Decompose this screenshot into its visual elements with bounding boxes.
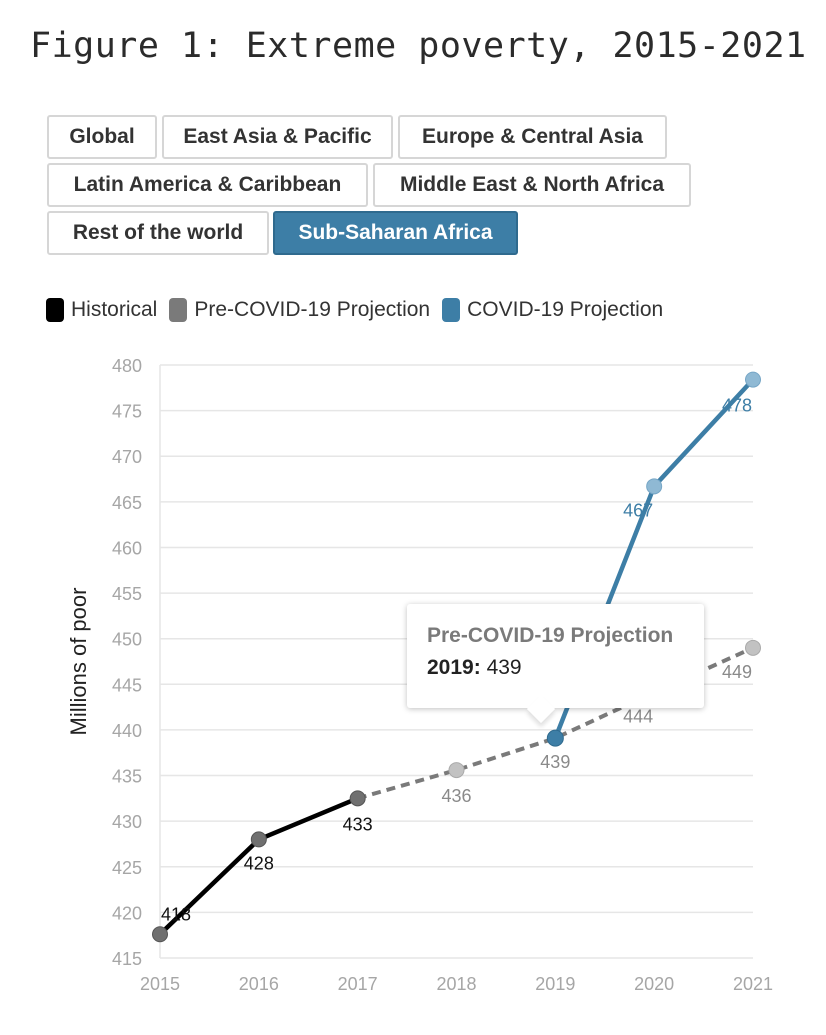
- tab-rest-of-world[interactable]: Rest of the world: [47, 211, 269, 255]
- y-tick-label: 425: [112, 858, 142, 878]
- tooltip-value-row: 2019: 439: [427, 656, 684, 680]
- y-tick-label: 420: [112, 903, 142, 923]
- x-tick-label: 2016: [239, 974, 279, 994]
- tab-europe-central-asia[interactable]: Europe & Central Asia: [398, 115, 667, 159]
- data-label-covid: 478: [722, 396, 752, 416]
- data-point-covid: [745, 371, 761, 388]
- data-label-pre-covid: 444: [623, 707, 653, 727]
- y-tick-label: 430: [112, 812, 142, 832]
- legend-swatch-pre-covid: [169, 298, 188, 322]
- legend-label-pre-covid: Pre-COVID-19 Projection: [194, 298, 431, 321]
- tooltip-year: 2019:: [427, 656, 481, 679]
- y-tick-label: 475: [112, 402, 142, 422]
- x-tick-label: 2015: [140, 974, 180, 994]
- data-label-pre-covid: 439: [540, 752, 570, 772]
- data-label-historical: 418: [161, 904, 191, 924]
- y-tick-label: 470: [112, 447, 142, 467]
- x-tick-label: 2020: [634, 974, 674, 994]
- legend-label-historical: Historical: [71, 298, 158, 321]
- x-tick-label: 2017: [338, 974, 378, 994]
- legend-swatch-covid: [442, 298, 461, 322]
- data-point-historical: [152, 926, 168, 943]
- y-tick-label: 445: [112, 675, 142, 695]
- data-point-pre-covid: [745, 639, 761, 656]
- data-label-pre-covid: 436: [441, 786, 471, 806]
- y-axis-title: Millions of poor: [66, 588, 91, 736]
- y-tick-label: 455: [112, 584, 142, 604]
- data-point-historical: [349, 790, 366, 807]
- chart-tooltip: Pre-COVID-19 Projection 2019: 439: [407, 604, 704, 724]
- data-point-pre-covid: [546, 729, 564, 747]
- chart-legend: Historical Pre-COVID-19 Projection COVID…: [46, 298, 675, 322]
- tab-global[interactable]: Global: [47, 115, 157, 159]
- data-label-pre-covid: 449: [722, 662, 752, 682]
- y-tick-label: 435: [112, 767, 142, 787]
- tab-middle-east-north-africa[interactable]: Middle East & North Africa: [373, 163, 691, 207]
- data-label-historical: 433: [343, 814, 373, 834]
- data-point-pre-covid: [448, 762, 465, 779]
- y-tick-label: 450: [112, 630, 142, 650]
- data-point-covid: [646, 478, 663, 495]
- y-tick-label: 465: [112, 493, 142, 513]
- x-tick-label: 2019: [535, 974, 575, 994]
- tab-east-asia-pacific[interactable]: East Asia & Pacific: [162, 115, 393, 159]
- data-label-covid: 467: [623, 500, 653, 520]
- legend-label-covid: COVID-19 Projection: [467, 298, 664, 321]
- tab-latin-america-caribbean[interactable]: Latin America & Caribbean: [47, 163, 368, 207]
- tab-sub-saharan-africa[interactable]: Sub-Saharan Africa: [273, 211, 518, 255]
- tooltip-title: Pre-COVID-19 Projection: [427, 624, 674, 647]
- legend-item-pre-covid[interactable]: Pre-COVID-19 Projection: [169, 298, 430, 322]
- legend-item-covid[interactable]: COVID-19 Projection: [442, 298, 663, 322]
- data-point-historical: [250, 831, 267, 848]
- y-tick-label: 480: [112, 356, 142, 376]
- y-tick-label: 460: [112, 538, 142, 558]
- line-chart: 415 420 425 430 435 440 445 450 455 460 465 470 475 4…: [66, 356, 773, 994]
- x-tick-label: 2021: [733, 974, 773, 994]
- data-label-historical: 428: [244, 853, 274, 873]
- x-tick-label: 2018: [436, 974, 476, 994]
- legend-item-historical[interactable]: Historical: [46, 298, 157, 322]
- y-tick-label: 440: [112, 721, 142, 741]
- figure-title: Figure 1: Extreme poverty, 2015-2021: [30, 26, 807, 66]
- y-tick-label: 415: [112, 949, 142, 969]
- legend-swatch-historical: [46, 298, 64, 322]
- tooltip-value: 439: [486, 656, 522, 679]
